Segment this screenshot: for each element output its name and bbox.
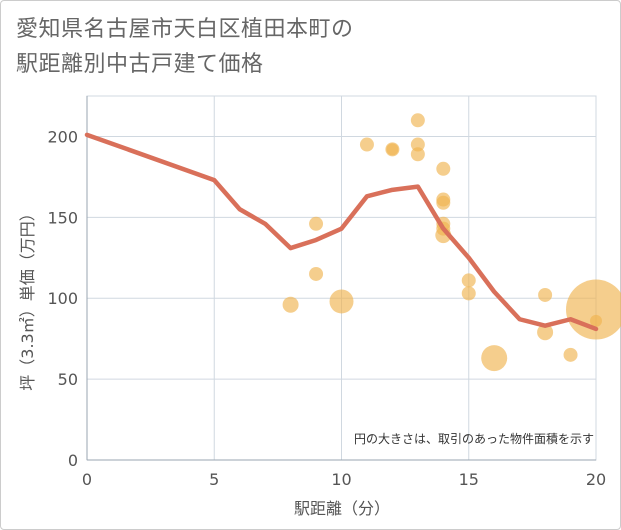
bubble-point — [410, 147, 425, 162]
chart-title: 愛知県名古屋市天白区植田本町の 駅距離別中古戸建て価格 — [16, 12, 576, 82]
y-tick-label: 0 — [68, 451, 78, 470]
average-line-group — [84, 132, 599, 332]
bubble-point — [461, 273, 476, 288]
bubbles — [282, 113, 621, 372]
tick-labels: 0 50 100 150 200 0 5 10 15 20 — [47, 127, 606, 489]
bubble-point — [590, 314, 602, 327]
bubble-point — [386, 143, 399, 156]
bubble-point — [282, 296, 299, 313]
bubble-point — [537, 324, 554, 341]
series-line — [84, 132, 599, 332]
y-tick-label: 150 — [47, 208, 78, 227]
grid — [86, 95, 597, 461]
bubble-point — [359, 137, 374, 152]
y-tick-label: 50 — [58, 370, 78, 389]
bubble-point — [410, 137, 425, 152]
bubble-point — [566, 279, 621, 340]
chart-title-line1: 愛知県名古屋市天白区植田本町の — [16, 17, 354, 42]
chart-title-line2: 駅距離別中古戸建て価格 — [16, 52, 264, 77]
x-tick-label: 0 — [82, 470, 92, 489]
y-axis-label: 坪（3.3㎡）単価（万円） — [18, 205, 37, 390]
y-tick-label: 200 — [47, 127, 78, 146]
x-axis-label: 駅距離（分） — [294, 499, 390, 518]
bubble-point — [329, 289, 354, 314]
y-tick-label: 100 — [47, 289, 78, 308]
x-tick-label: 10 — [331, 470, 351, 489]
bubble-point — [436, 195, 451, 210]
size-note: 円の大きさは、取引のあった物件面積を示す — [354, 431, 594, 446]
bubble-point — [481, 345, 508, 372]
bubble-point — [538, 287, 553, 302]
bubble-point — [309, 216, 324, 231]
bubble-point — [410, 113, 425, 128]
bubble-point — [461, 286, 476, 301]
bubble-point — [309, 266, 324, 281]
x-tick-label: 15 — [459, 470, 479, 489]
x-tick-label: 5 — [209, 470, 219, 489]
bubble-point — [436, 161, 451, 176]
bubble-point — [563, 347, 578, 362]
x-tick-label: 20 — [586, 470, 606, 489]
